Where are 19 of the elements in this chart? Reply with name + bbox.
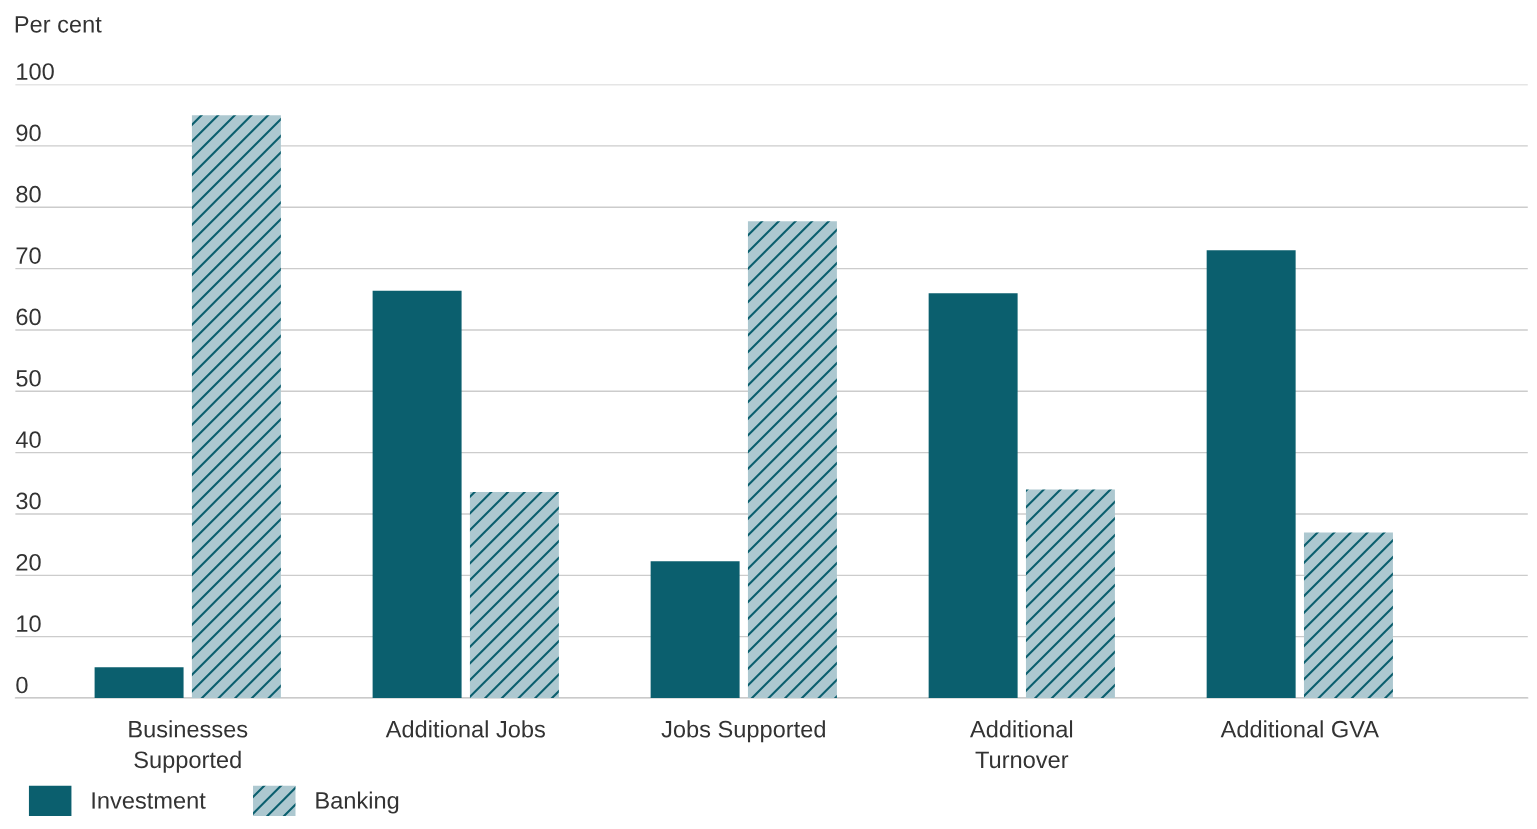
y-tick-label: 30 — [16, 492, 41, 510]
y-tick-label: 40 — [15, 431, 41, 448]
x-tick-label: Businesses Supported — [129, 720, 248, 773]
legend-label: Investment — [92, 792, 206, 809]
x-tick-label: Additional Turnover — [969, 720, 1073, 769]
y-tick-label: 80 — [16, 185, 41, 203]
y-tick-label: 60 — [16, 308, 41, 326]
y-tick-label: 90 — [16, 124, 41, 142]
y-tick-label: 20 — [16, 553, 41, 571]
x-tick-label: Additional GVA — [1220, 720, 1379, 738]
y-axis-title: Per cent — [15, 16, 102, 33]
legend-label: Banking — [316, 791, 399, 814]
y-tick-label: 0 — [16, 676, 28, 694]
y-tick-label: 10 — [17, 615, 41, 633]
y-tick-label: 100 — [17, 63, 54, 80]
y-tick-label: 70 — [16, 247, 41, 264]
x-tick-label: Additional Jobs — [385, 720, 545, 738]
x-tick-label: Jobs Supported — [661, 720, 825, 743]
y-tick-label: 50 — [16, 369, 41, 387]
